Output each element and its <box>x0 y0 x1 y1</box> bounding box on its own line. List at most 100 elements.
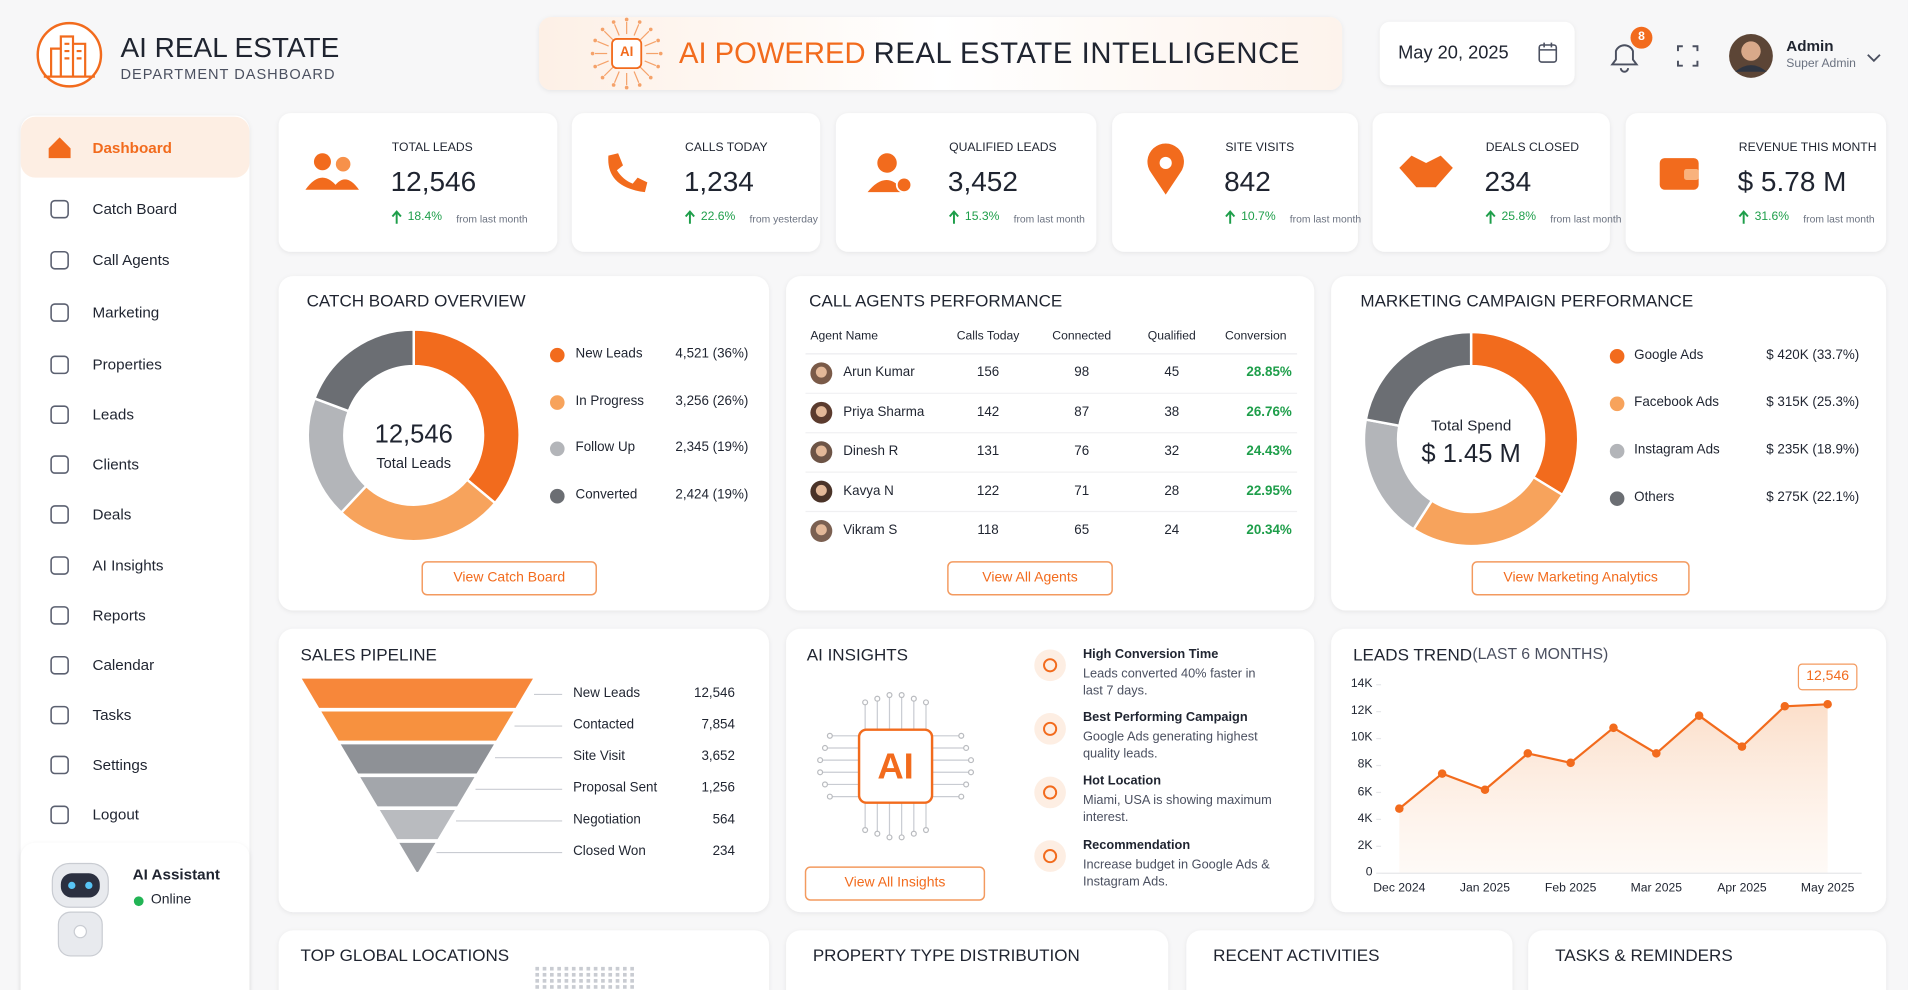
nav-active-bg[interactable] <box>20 116 250 178</box>
user-menu-chevron[interactable] <box>1867 54 1881 63</box>
insight-text: Leads converted 40% faster in last 7 day… <box>1082 666 1256 698</box>
nav-icon[interactable] <box>50 405 69 425</box>
banner-title: REAL ESTATE INTELLIGENCE <box>873 37 1300 71</box>
legend-label: Facebook Ads <box>1634 395 1719 411</box>
nav-icon[interactable] <box>50 355 69 375</box>
nav-icon[interactable] <box>50 455 69 474</box>
button[interactable] <box>1471 561 1690 596</box>
kpi-value: 842 <box>1224 165 1271 198</box>
stage-value: 3,652 <box>701 749 735 765</box>
y-tick-label: 6K <box>1357 785 1373 799</box>
nav-item[interactable]: Tasks <box>92 706 132 724</box>
map-dot <box>615 979 620 983</box>
y-tick-label: 8K <box>1357 758 1373 772</box>
circuit-node <box>886 692 893 699</box>
chip-ray <box>613 24 620 36</box>
circuit-node <box>958 732 965 739</box>
nav-item[interactable]: Leads <box>92 405 134 423</box>
avatar-face <box>1741 41 1761 61</box>
button-label[interactable]: View All Agents <box>982 569 1078 585</box>
circuit-node <box>874 695 881 702</box>
circuit-node <box>910 830 917 837</box>
kpi-value: 234 <box>1484 165 1532 198</box>
table-cell: 22.95% <box>1246 483 1292 499</box>
button-label[interactable]: View Catch Board <box>453 569 566 585</box>
chip-dot <box>624 17 629 22</box>
nav-icon[interactable] <box>50 303 69 322</box>
agent-avatar-face <box>815 524 827 536</box>
map-dot <box>586 972 591 977</box>
nav-icon[interactable] <box>50 199 69 219</box>
stage-name: New Leads <box>573 686 641 702</box>
nav-item[interactable]: Reports <box>92 606 146 624</box>
notification-count: 8 <box>1638 30 1645 44</box>
circuit-node <box>922 699 930 706</box>
nav-item[interactable]: Catch Board <box>92 200 178 218</box>
bell-icon[interactable] <box>1610 44 1639 73</box>
stage-name: Closed Won <box>573 844 646 860</box>
legend-label: In Progress <box>575 394 644 410</box>
chip-dot <box>611 20 616 24</box>
insight-icon <box>1034 649 1066 682</box>
legend-swatch <box>1609 491 1625 506</box>
button-label[interactable]: View All Insights <box>844 875 946 890</box>
nav-icon[interactable] <box>50 505 69 524</box>
chip-dot <box>637 20 642 24</box>
nav-item[interactable]: Logout <box>92 805 140 823</box>
table-cell: 24.43% <box>1246 444 1292 459</box>
legend-swatch <box>1609 349 1625 364</box>
expand-icon[interactable] <box>1676 45 1699 67</box>
circuit-node <box>898 692 905 699</box>
nav-item[interactable]: Settings <box>92 755 148 773</box>
funnel-stage <box>360 777 475 807</box>
ai-chip <box>857 728 934 804</box>
nav-item[interactable]: Marketing <box>92 303 160 321</box>
kpi-icon <box>335 156 351 172</box>
insight-icon <box>1034 840 1066 872</box>
map-dot <box>630 985 634 989</box>
table-cell: 32 <box>1164 444 1180 459</box>
circuit-node <box>963 744 970 752</box>
panel <box>786 276 1315 611</box>
kpi-change: 22.6% <box>700 210 736 224</box>
nav-icon[interactable] <box>50 606 69 625</box>
map-dot <box>542 985 547 989</box>
chip-dot <box>600 27 605 32</box>
nav-icon[interactable] <box>50 250 69 270</box>
nav-item[interactable]: Properties <box>92 355 162 373</box>
button[interactable] <box>804 866 986 901</box>
map-dot <box>593 985 598 989</box>
nav-item[interactable]: Call Agents <box>92 251 170 269</box>
nav-item[interactable]: Clients <box>92 455 139 473</box>
legend-label: Converted <box>575 488 638 503</box>
insight-icon <box>1034 776 1066 809</box>
y-tick-label: 10K <box>1350 731 1373 745</box>
nav-icon[interactable] <box>50 655 69 675</box>
nav-icon[interactable] <box>50 705 69 725</box>
brand-subtitle: DEPARTMENT DASHBOARD <box>120 65 336 83</box>
nav-item[interactable]: Dashboard <box>92 139 172 157</box>
map-dot <box>601 966 605 971</box>
y-tick-label: 12K <box>1350 704 1373 718</box>
chart-title: CATCH BOARD OVERVIEW <box>306 290 526 310</box>
nav-item[interactable]: Calendar <box>92 656 155 674</box>
nav-icon[interactable] <box>50 805 69 825</box>
logo-building <box>43 35 95 78</box>
donut-segment <box>1364 330 1473 428</box>
button-label[interactable]: View Marketing Analytics <box>1503 569 1658 585</box>
circuit-node <box>967 757 975 764</box>
kpi-icon <box>1399 155 1453 188</box>
nav-icon[interactable] <box>50 755 69 775</box>
avatar-body <box>1735 65 1767 72</box>
point <box>1694 711 1704 720</box>
agent-avatar-face <box>815 366 827 378</box>
nav-item[interactable]: Deals <box>92 505 132 523</box>
donut-segment <box>412 328 521 505</box>
panel-title: SALES PIPELINE <box>300 644 437 664</box>
button[interactable] <box>947 561 1113 596</box>
button[interactable] <box>421 561 597 596</box>
banner <box>539 17 1343 90</box>
nav-item[interactable]: AI Insights <box>92 556 164 574</box>
nav-icon[interactable] <box>50 556 69 575</box>
